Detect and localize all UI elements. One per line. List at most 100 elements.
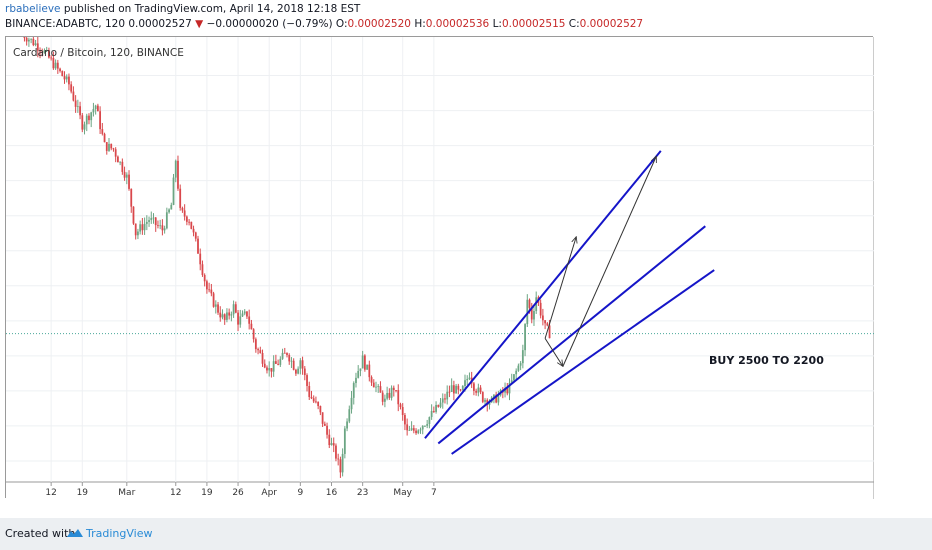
- candle-body: [274, 361, 277, 364]
- candle-body: [421, 425, 424, 430]
- candle-body: [281, 352, 284, 359]
- candle-body: [99, 111, 101, 130]
- candle-body: [121, 161, 124, 172]
- candle-body: [248, 316, 251, 324]
- candle: [479, 385, 482, 395]
- candle: [54, 59, 57, 70]
- candle-body: [337, 458, 340, 460]
- price-chart[interactable]: 0.000018000.000020000.000022000.00002400…: [6, 37, 874, 499]
- candle: [72, 86, 75, 102]
- candle: [161, 219, 164, 236]
- x-tick-label: Mar: [118, 488, 135, 498]
- candle: [459, 388, 462, 392]
- candle: [85, 113, 88, 132]
- candle-body: [528, 299, 531, 308]
- candle-body: [154, 217, 157, 226]
- candle-body: [117, 156, 119, 163]
- candle-body: [493, 394, 495, 398]
- candle: [517, 363, 520, 372]
- candle-body: [137, 231, 139, 236]
- candle-body: [506, 388, 509, 394]
- candle: [410, 421, 413, 431]
- candle-body: [230, 314, 233, 316]
- candle-body: [521, 350, 524, 364]
- candle-body: [223, 314, 226, 320]
- candle-body: [188, 221, 190, 223]
- candle-body: [70, 84, 73, 92]
- candle-body: [435, 404, 437, 412]
- x-tick-label: 12: [170, 488, 181, 498]
- candle: [348, 405, 351, 424]
- author-link[interactable]: rbabelieve: [5, 3, 61, 15]
- candle: [76, 99, 79, 113]
- candle: [421, 425, 424, 435]
- candle-body: [432, 410, 435, 412]
- candle-body: [406, 424, 409, 431]
- candle: [341, 448, 344, 477]
- candle-body: [103, 133, 106, 143]
- candle: [357, 365, 360, 379]
- candle: [401, 403, 404, 421]
- candle-body: [517, 365, 520, 371]
- candle-body: [203, 274, 206, 282]
- candle: [43, 48, 46, 54]
- candle: [390, 385, 393, 401]
- publication-line: rbabelieve published on TradingView.com,…: [5, 3, 360, 15]
- candle: [399, 402, 402, 410]
- candle-body: [310, 396, 313, 399]
- candle-body: [419, 429, 422, 431]
- candle-body: [183, 210, 186, 217]
- candle-body: [143, 223, 146, 231]
- candle: [234, 301, 237, 314]
- candle-body: [546, 323, 549, 326]
- candle: [112, 147, 115, 152]
- candle: [372, 379, 375, 388]
- candle-body: [234, 304, 237, 313]
- high-label: H:: [414, 18, 426, 30]
- candle: [228, 308, 231, 320]
- open-label: O:: [335, 18, 348, 30]
- tradingview-logo-icon: [67, 529, 83, 537]
- tradingview-brand[interactable]: TradingView: [86, 527, 153, 540]
- candle-body: [179, 188, 182, 208]
- candle: [157, 220, 159, 229]
- candle-body: [96, 105, 99, 112]
- candle-body: [363, 355, 366, 370]
- candle: [506, 383, 509, 396]
- candle: [168, 208, 170, 214]
- candle: [208, 282, 211, 293]
- candle-body: [48, 49, 50, 58]
- candle: [288, 353, 291, 365]
- candle: [263, 359, 266, 369]
- candle: [397, 384, 400, 412]
- candle: [432, 406, 435, 413]
- chart-frame[interactable]: 0.000018000.000020000.000022000.00002400…: [5, 36, 874, 499]
- candle: [114, 147, 117, 163]
- candle-body: [457, 385, 460, 390]
- candle: [68, 73, 70, 91]
- candle: [404, 412, 406, 431]
- candle-body: [519, 363, 522, 366]
- candle-body: [28, 39, 30, 42]
- candle-body: [295, 369, 297, 374]
- candle-body: [397, 390, 400, 405]
- candle-body: [450, 385, 453, 392]
- candle-body: [134, 223, 137, 236]
- candle-body: [199, 253, 202, 265]
- candle-body: [459, 389, 462, 391]
- candle-body: [481, 392, 484, 402]
- candle-body: [348, 409, 351, 422]
- candle: [446, 385, 449, 405]
- candle-body: [464, 380, 466, 386]
- candle: [243, 309, 246, 316]
- candle-body: [125, 174, 128, 178]
- candle-body: [45, 49, 48, 51]
- candle: [221, 309, 224, 320]
- candle: [346, 418, 348, 432]
- candle-body: [510, 380, 513, 383]
- candle: [317, 401, 320, 410]
- candle-body: [444, 398, 446, 400]
- candle-body: [513, 374, 515, 381]
- candle-body: [332, 443, 335, 446]
- candle-body: [170, 204, 173, 210]
